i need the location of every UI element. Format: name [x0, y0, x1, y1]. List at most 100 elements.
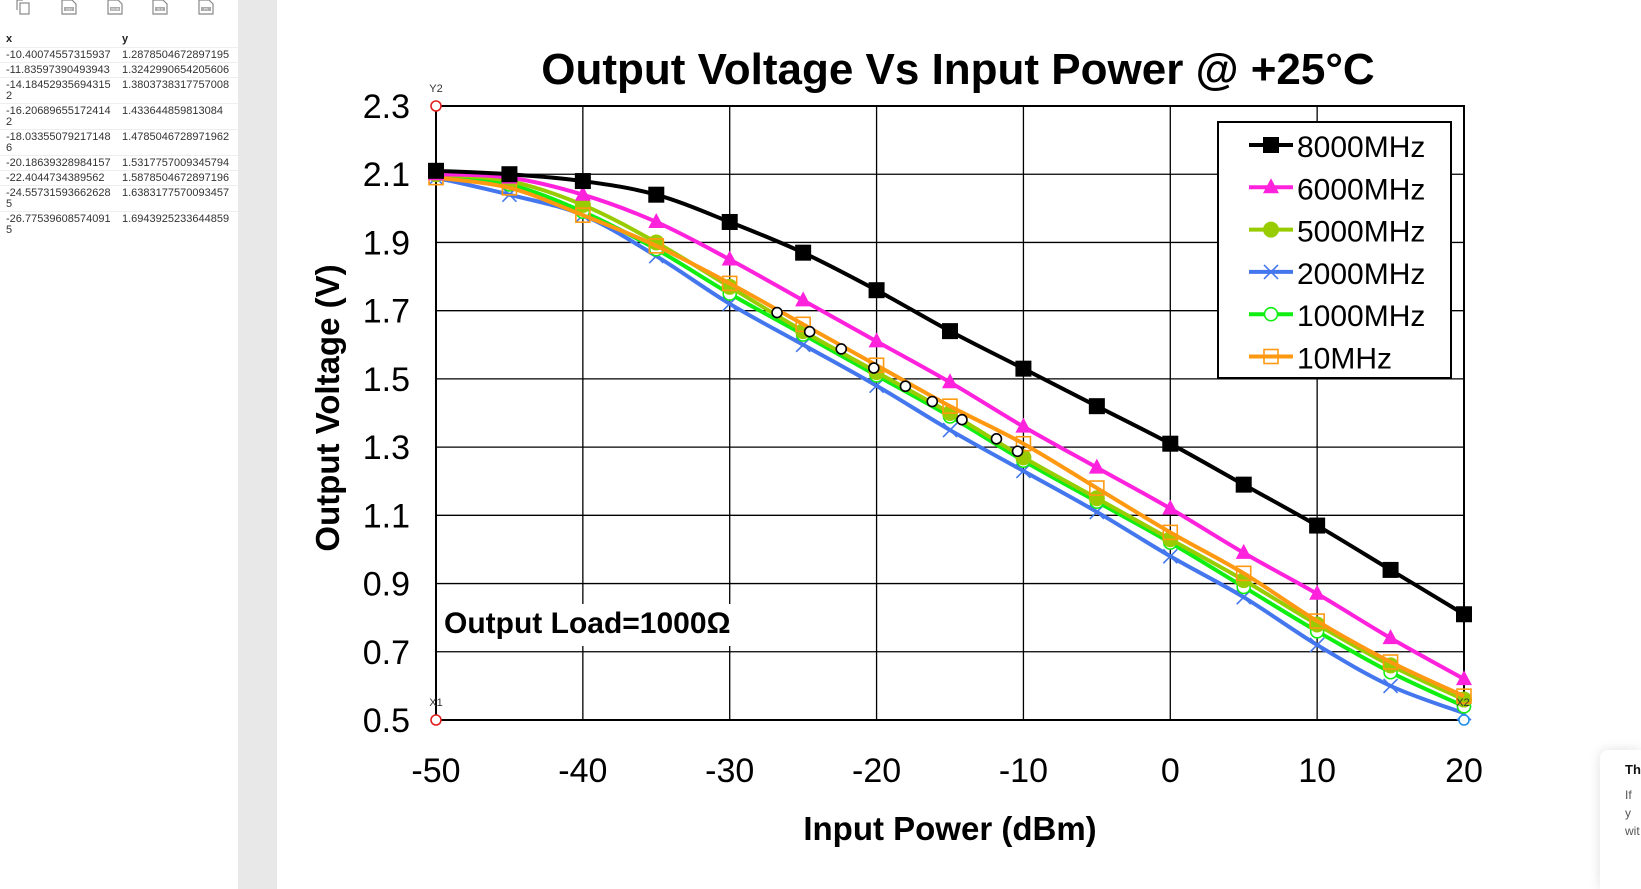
series-8000mhz-marker	[648, 186, 665, 203]
toast-title: Th	[1625, 762, 1641, 777]
series-10mhz-marker	[795, 316, 811, 333]
column-header-y: y	[122, 32, 129, 45]
table-row: -18.033550792171486 1.4785046728971962	[0, 129, 238, 156]
cell-y: 1.2878504672897195	[116, 47, 238, 63]
legend-1000mhz-marker	[1263, 306, 1279, 322]
extracted-point[interactable]	[926, 395, 939, 408]
legend: 8000MHz 6000MHz 5000MHz 2000MHz 1000MHz 10MHz	[1217, 121, 1452, 379]
series-6000mhz-marker	[648, 212, 665, 228]
legend-10mhz: 10MHz	[1249, 343, 1392, 376]
series-6000mhz-marker	[1382, 629, 1399, 645]
extracted-point[interactable]	[1011, 445, 1024, 458]
series-8000mhz-line	[435, 168, 1466, 616]
table-row: -22.4044734389562 1.5878504672897196	[0, 170, 238, 186]
panel-divider[interactable]	[238, 0, 277, 889]
json-icon-label: JSON	[111, 8, 120, 12]
series-10mhz-marker	[1089, 480, 1105, 496]
x-tick-label: -30	[705, 752, 754, 790]
table-row: -24.557315936626285 1.6383177570093457	[0, 185, 238, 212]
y-tick-label: 0.9	[363, 566, 410, 604]
series-8000mhz-marker	[574, 173, 591, 190]
y-tick-label: 1.5	[363, 361, 410, 399]
series-8000mhz-marker	[501, 166, 518, 183]
series-10mhz-marker	[721, 275, 738, 292]
x-tick-label: 10	[1298, 752, 1336, 790]
series-8000mhz	[428, 162, 1472, 623]
x-tick-label: 0	[1161, 752, 1180, 790]
x-tick-label: -20	[852, 752, 901, 790]
extracted-point[interactable]	[956, 413, 968, 426]
toast-body: If y wit	[1625, 788, 1640, 838]
series-8000mhz-marker	[721, 213, 738, 230]
series-6000mhz-marker	[868, 332, 885, 348]
chart-title: Output Voltage Vs Input Power @ +25°C	[541, 45, 1374, 94]
legend-5000mhz-marker	[1263, 221, 1279, 238]
extracted-point[interactable]	[771, 306, 783, 319]
copy-icon[interactable]	[14, 0, 32, 16]
csv-icon[interactable]: CSV	[60, 0, 78, 16]
cell-x: -18.033550792171486	[0, 129, 116, 156]
cell-x: -11.83597390493943	[0, 62, 116, 78]
series-8000mhz-marker	[795, 244, 812, 261]
extracted-point[interactable]	[835, 343, 848, 355]
series-8000mhz-marker	[1015, 360, 1032, 377]
y2-calibration-marker[interactable]	[430, 100, 442, 112]
series-10mhz	[428, 169, 1472, 704]
series-2000mhz-marker	[1309, 637, 1325, 653]
x-tick-label: 20	[1445, 752, 1483, 790]
extracted-point[interactable]	[868, 362, 880, 374]
cell-y: 1.6383177570093457	[116, 185, 238, 212]
series-2000mhz-marker	[1383, 678, 1399, 694]
series-8000mhz-marker	[1088, 398, 1105, 415]
series-2000mhz	[428, 170, 1472, 721]
py-icon-label: PY	[204, 8, 209, 12]
x2-calibration-marker[interactable]	[1458, 714, 1470, 726]
export-toolbar: CSV JSON XLS PY	[0, 0, 238, 22]
table-row: -11.83597390493943 1.3242990654205606	[0, 62, 238, 78]
series-6000mhz-marker	[1456, 670, 1472, 686]
series-8000mhz-marker	[1456, 606, 1472, 623]
extracted-point[interactable]	[899, 380, 912, 393]
legend-10mhz-label: 10MHz	[1297, 343, 1392, 376]
cell-x: -22.4044734389562	[0, 170, 116, 186]
series-6000mhz-marker	[574, 185, 591, 201]
series-10mhz-marker	[1015, 435, 1032, 452]
legend-6000mhz-label: 6000MHz	[1297, 173, 1425, 206]
series-6000mhz-marker	[1235, 543, 1252, 559]
y-tick-label: 1.3	[363, 429, 410, 467]
x1-calibration-marker[interactable]	[430, 714, 442, 726]
legend-1000mhz: 1000MHz	[1249, 300, 1425, 333]
series-8000mhz-marker	[1382, 561, 1399, 578]
series-6000mhz-marker	[1015, 417, 1032, 433]
legend-2000mhz-label: 2000MHz	[1297, 258, 1425, 291]
series-6000mhz-marker	[795, 291, 812, 307]
series-6000mhz-marker	[1309, 584, 1326, 600]
cell-x: -16.206896551724142	[0, 103, 116, 130]
table-row: -10.40074557315937 1.2878504672897195	[0, 47, 238, 63]
series-10mhz-marker	[1309, 613, 1325, 629]
x-tick-label: -10	[999, 752, 1048, 790]
xls-icon[interactable]: XLS	[151, 0, 169, 16]
xls-icon-label: XLS	[157, 8, 163, 12]
py-icon[interactable]: PY	[197, 0, 215, 16]
legend-1000mhz-label: 1000MHz	[1297, 300, 1425, 333]
legend-8000mhz: 8000MHz	[1249, 131, 1425, 164]
series-10mhz-marker	[1162, 524, 1179, 541]
cell-y: 1.5878504672897196	[116, 170, 238, 186]
extracted-point[interactable]	[990, 433, 1003, 445]
legend-6000mhz-marker	[1263, 178, 1279, 194]
series-10mhz-marker	[1456, 688, 1472, 704]
table-row: -26.775396085740915 1.6943925233644859	[0, 211, 238, 237]
y-tick-label: 2.1	[363, 156, 410, 194]
csv-icon-label: CSV	[66, 8, 73, 12]
notification-toast[interactable]: Th If y wit	[1600, 750, 1641, 889]
json-icon[interactable]: JSON	[106, 0, 124, 16]
y-tick-label: 1.7	[363, 293, 410, 331]
cell-x: -26.775396085740915	[0, 211, 116, 237]
table-row: -20.18639328984157 1.5317757009345794	[0, 155, 238, 171]
series-8000mhz-marker	[1162, 435, 1179, 452]
extracted-point[interactable]	[803, 325, 816, 338]
extracted-points	[771, 306, 1024, 458]
x2-marker-label: X2	[1456, 697, 1469, 709]
legend-6000mhz: 6000MHz	[1249, 173, 1425, 206]
